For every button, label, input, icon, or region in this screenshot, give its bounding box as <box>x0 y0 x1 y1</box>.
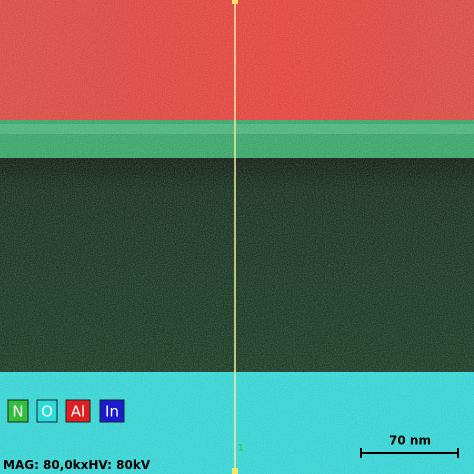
legend-label: In <box>105 403 119 421</box>
hv: HV: 80kV <box>88 458 150 472</box>
marker-label: 1 <box>238 444 244 454</box>
legend-label: Al <box>71 403 85 421</box>
line-handle <box>232 468 238 474</box>
legend-box <box>36 399 58 423</box>
mag: MAG: 80,0kx <box>3 458 89 472</box>
legend-label: N <box>12 403 23 421</box>
scale-bar: 70 nm <box>360 434 459 458</box>
legend-box <box>65 399 91 423</box>
legend-box <box>99 399 125 423</box>
legend: N O Al In <box>7 399 125 423</box>
info: MAG: 80,0kxHV: 80kV <box>3 458 151 472</box>
legend-box <box>7 399 29 423</box>
legend-label: O <box>41 403 53 421</box>
line-handle <box>232 0 238 4</box>
scale-label: 70 nm <box>389 434 431 448</box>
